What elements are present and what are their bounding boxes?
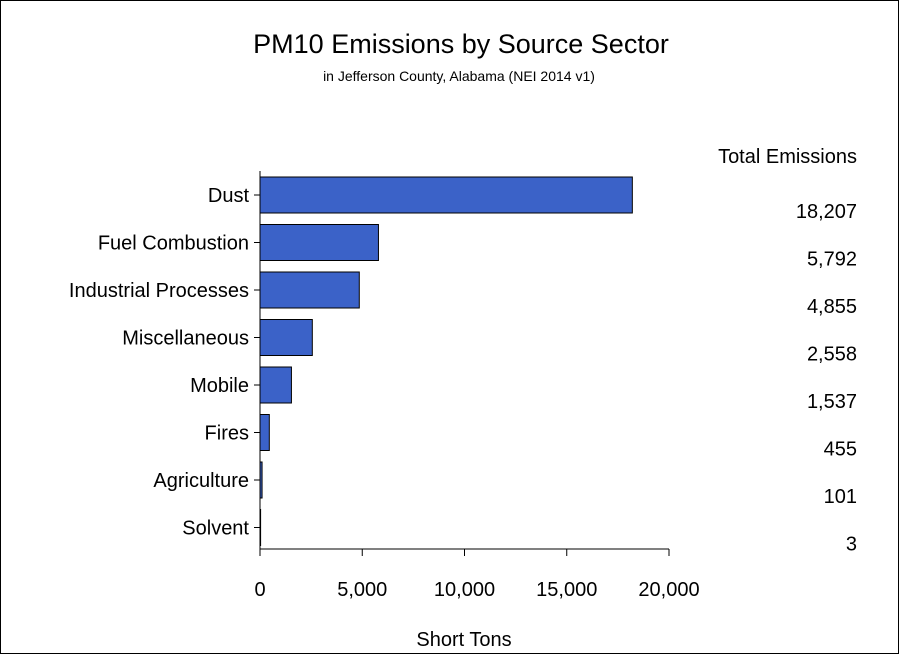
x-tick-label: 10,000: [434, 579, 495, 601]
value-label: 2,558: [807, 344, 857, 366]
category-label: Fuel Combustion: [98, 233, 249, 255]
bar-fires: [259, 414, 270, 451]
category-label: Solvent: [182, 518, 249, 540]
bars-group: Dust 18,207 Fuel Combustion 5,792 Industrial…: [69, 176, 857, 556]
chart-subtitle: in Jefferson County, Alabama (NEI 2014 v…: [323, 68, 595, 84]
category-label: Fires: [205, 423, 249, 445]
bar-miscellaneous: [259, 319, 313, 356]
value-label: 1,537: [807, 391, 857, 413]
value-label: 5,792: [807, 249, 857, 271]
chart-title: PM10 Emissions by Source Sector: [253, 29, 669, 59]
value-label: 3: [846, 534, 857, 556]
value-label: 101: [824, 486, 857, 508]
x-tick-label: 5,000: [337, 579, 387, 601]
values-column-header: Total Emissions: [718, 146, 857, 168]
category-label: Mobile: [190, 375, 249, 397]
category-label: Dust: [208, 185, 250, 207]
axes-group: 0 5,000 10,000 15,000 20,000: [254, 171, 700, 601]
value-label: 4,855: [807, 296, 857, 318]
bar-industrial-processes: [259, 271, 360, 309]
bar-dust: [259, 176, 633, 214]
x-tick-label: 0: [254, 579, 265, 601]
bar-fuel-combustion: [259, 224, 379, 261]
x-tick-label: 20,000: [638, 579, 699, 601]
bar-mobile: [259, 366, 292, 404]
category-label: Miscellaneous: [122, 328, 249, 350]
x-tick-label: 15,000: [536, 579, 597, 601]
value-label: 455: [824, 439, 857, 461]
category-label: Industrial Processes: [69, 280, 249, 302]
category-label: Agriculture: [153, 470, 249, 492]
x-axis-label: Short Tons: [416, 629, 511, 651]
value-label: 18,207: [796, 201, 857, 223]
